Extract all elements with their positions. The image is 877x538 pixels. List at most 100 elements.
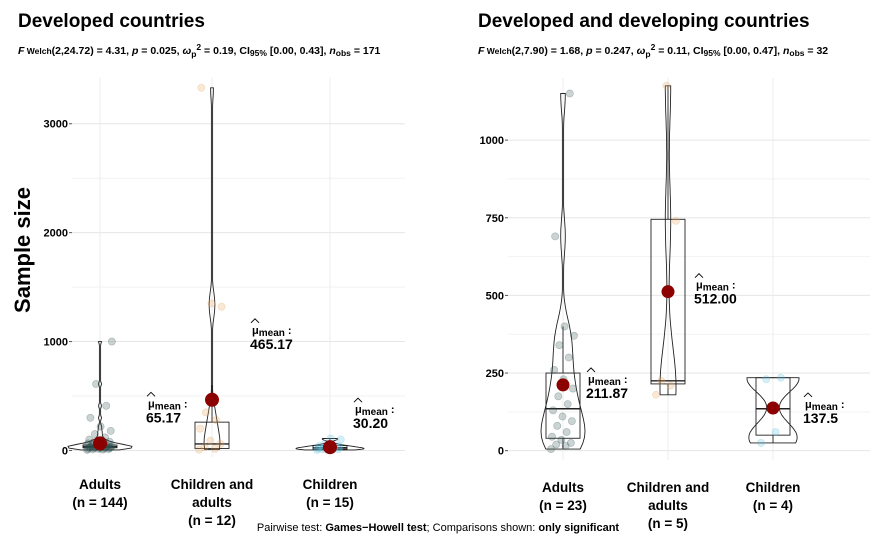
mean-label-value: 512.00 — [694, 291, 737, 307]
chart-subtitle: F Welch(2,7.90) = 1.68, p = 0.247, ωp2 =… — [478, 42, 828, 59]
data-point — [86, 413, 95, 422]
mean-text: mean — [812, 402, 838, 413]
stat-welch: Welch — [24, 46, 51, 56]
stat-n-sub: obs — [336, 48, 351, 58]
data-point — [210, 444, 219, 453]
chart-subtitle: F Welch(2,24.72) = 4.31, p = 0.025, ωp2 … — [18, 42, 381, 59]
box — [650, 218, 686, 385]
mean-label-value: 30.20 — [353, 415, 388, 431]
stat-omega-sup: 2 — [651, 42, 656, 52]
mean-text: mean — [362, 407, 388, 418]
chart-developed-countries: Developed countries F Welch(2,24.72) = 4… — [10, 11, 405, 528]
mean-hat — [146, 391, 156, 397]
mean-label-value: 211.87 — [586, 385, 628, 401]
y-tick-label: 1000 — [480, 135, 504, 147]
mean-colon: : — [729, 280, 736, 292]
mean-label-value: 465.17 — [250, 336, 293, 352]
x-tick-label: Children — [746, 480, 801, 495]
stat-n: n — [329, 45, 335, 57]
x-tick-label-line2: adults — [192, 495, 232, 510]
mean-label-value: 137.5 — [803, 410, 838, 426]
stat-n-sub: obs — [789, 48, 804, 58]
mean-label-header: μmean : — [805, 399, 845, 413]
stat-omega-value: = 0.19, — [201, 45, 239, 57]
data-point — [771, 428, 780, 436]
data-point — [671, 216, 680, 225]
mean-colon: : — [285, 325, 292, 337]
x-tick-n: (n = 12) — [188, 513, 236, 528]
data-point — [84, 444, 93, 453]
stat-ci-value: [0.00, 0.47], — [721, 45, 783, 57]
chart-developed-and-developing-countries: Developed and developing countries F Wel… — [478, 11, 870, 531]
mean-point — [556, 378, 570, 392]
x-tick-n: (n = 144) — [72, 495, 127, 510]
mean-hat — [586, 367, 596, 373]
x-tick-n: (n = 4) — [753, 498, 793, 513]
chart-title: Developed countries — [18, 11, 205, 32]
data-point — [106, 443, 115, 452]
x-tick-label-line2: adults — [648, 498, 688, 513]
data-point — [562, 428, 571, 436]
violin — [295, 438, 365, 451]
data-point — [84, 439, 93, 448]
violin — [203, 87, 221, 451]
data-point — [86, 443, 95, 451]
data-point — [96, 422, 105, 431]
mean-label-header: μmean : — [148, 398, 188, 412]
stat-p-value: = 0.247, — [593, 45, 637, 57]
data-point — [106, 426, 115, 435]
mean-point — [205, 392, 219, 407]
data-point — [569, 384, 577, 393]
box — [545, 372, 581, 439]
data-point — [107, 337, 116, 346]
data-point — [560, 322, 569, 331]
data-point — [567, 417, 576, 426]
data-point — [206, 436, 215, 445]
mean-colon: : — [181, 398, 188, 410]
data-point — [652, 390, 660, 399]
stat-omega-sup: 2 — [196, 42, 201, 52]
caption-prefix: Pairwise test: — [257, 522, 325, 534]
mean-symbol: μ — [252, 325, 259, 337]
data-point — [85, 435, 94, 444]
data-point — [212, 416, 220, 424]
data-point — [217, 302, 226, 311]
data-point — [762, 375, 771, 384]
x-tick-label: Adults — [542, 480, 584, 495]
mean-text: mean — [703, 283, 729, 294]
stat-ci-sub: 95% — [703, 48, 720, 58]
stat-p-label: p — [131, 45, 139, 57]
mean-point — [661, 285, 675, 299]
stat-n-value: = 171 — [351, 45, 381, 57]
mean-colon: : — [838, 399, 845, 411]
data-point — [551, 232, 560, 241]
y-tick-label: 0 — [498, 446, 504, 458]
stat-ci: CI — [239, 45, 250, 57]
data-point — [197, 83, 206, 92]
y-tick-label: 750 — [486, 213, 504, 225]
y-axis-label: Sample size — [10, 187, 35, 313]
caption-shown: only significant — [538, 522, 619, 534]
data-point — [570, 331, 578, 340]
data-point — [336, 435, 345, 444]
data-point — [195, 445, 203, 454]
stat-welch: Welch — [484, 46, 511, 56]
y-tick-label: 2000 — [44, 228, 68, 240]
mean-text: mean — [155, 401, 181, 412]
data-point — [548, 432, 556, 441]
violin — [746, 377, 800, 444]
data-point — [776, 373, 785, 382]
mean-symbol: μ — [588, 374, 595, 386]
data-point — [547, 445, 555, 454]
stat-omega-value: = 0.11, — [655, 45, 693, 57]
data-point — [92, 380, 100, 388]
mean-label-header: μmean : — [588, 374, 628, 388]
stat-p-value: = 0.025, — [138, 45, 182, 57]
data-point — [107, 442, 116, 451]
data-point — [561, 442, 570, 450]
mean-colon: : — [388, 404, 395, 416]
data-point — [757, 439, 765, 447]
mean-hat — [353, 397, 363, 403]
x-tick-label: Children — [303, 477, 358, 492]
